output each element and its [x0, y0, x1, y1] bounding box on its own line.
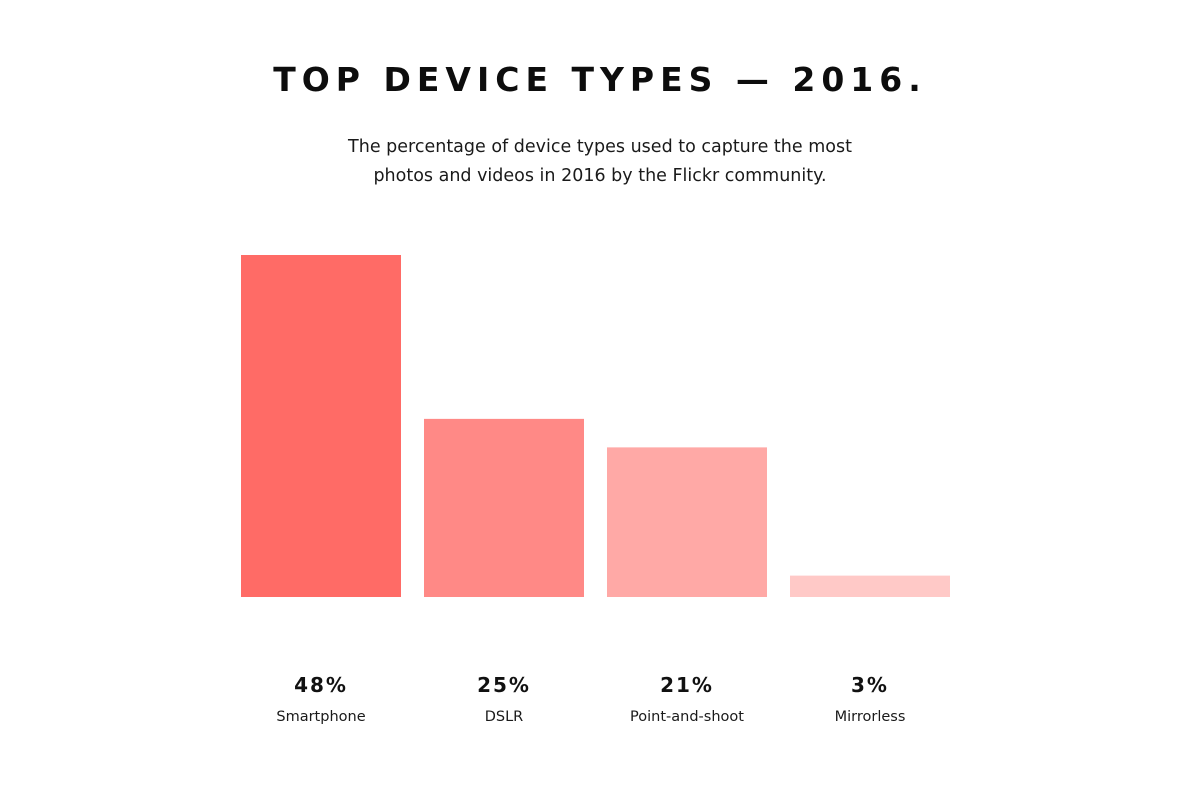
- chart-subtitle: The percentage of device types used to c…: [300, 133, 900, 191]
- value-label-dslr: 25%: [477, 673, 531, 697]
- category-label-mirrorless: Mirrorless: [835, 709, 906, 725]
- value-label-point-and-shoot: 21%: [660, 673, 714, 697]
- category-label-dslr: DSLR: [485, 709, 524, 725]
- bar-smartphone: [241, 255, 401, 597]
- category-label-point-and-shoot: Point-and-shoot: [630, 709, 744, 725]
- bar-mirrorless: [790, 575, 950, 597]
- bar-dslr: [424, 418, 584, 597]
- value-label-mirrorless: 3%: [851, 673, 889, 697]
- bar-point-and-shoot: [607, 447, 767, 597]
- chart-title: TOP DEVICE TYPES — 2016.: [273, 60, 927, 99]
- value-label-smartphone: 48%: [294, 673, 348, 697]
- category-label-smartphone: Smartphone: [276, 709, 365, 725]
- subtitle-line-1: The percentage of device types used to c…: [348, 137, 852, 157]
- subtitle-line-2: photos and videos in 2016 by the Flickr …: [373, 166, 827, 186]
